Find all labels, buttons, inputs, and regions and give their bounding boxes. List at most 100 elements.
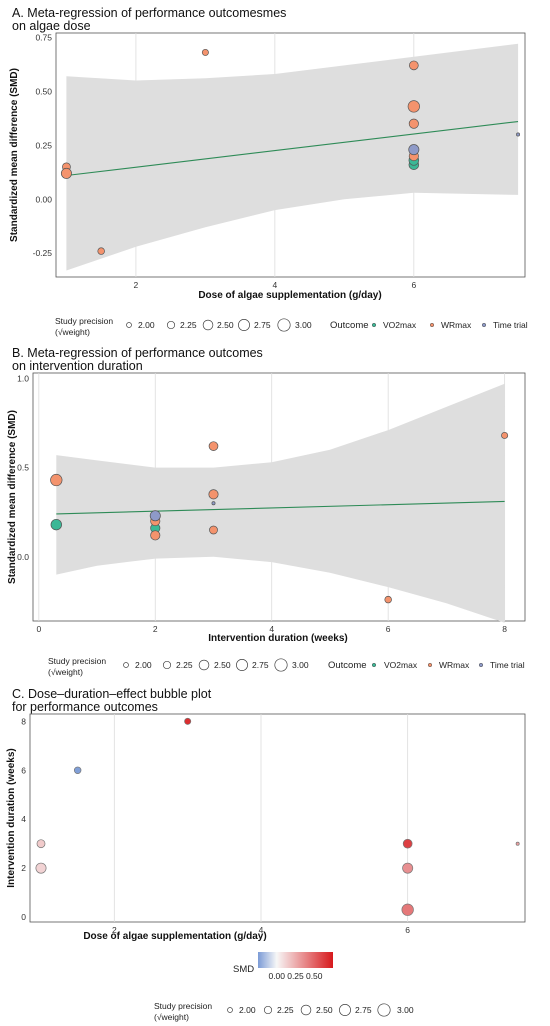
panel-a-regression-line — [66, 120, 519, 177]
point-wrmax — [60, 167, 72, 179]
bubble-point — [401, 903, 414, 916]
panel-c-x-label: Dose of algae supplementation (g/day) — [83, 931, 266, 942]
panel-c-legend-precision-subtitle: (√weight) — [154, 1012, 189, 1022]
legend-size-swatch — [300, 1004, 312, 1016]
legend-size-label: 2.75 — [355, 1005, 372, 1015]
legend-size-label: 2.25 — [277, 1005, 294, 1015]
point-time-trial — [408, 144, 420, 156]
panel-b-x-label: Intervention duration (weeks) — [208, 633, 347, 644]
y-tick-label: 0.75 — [35, 32, 52, 42]
colorbar-tick-label: 0.25 — [287, 971, 304, 981]
panel-b-x-ticks: 0 2 4 6 8 — [36, 624, 507, 634]
bubble-point — [35, 862, 47, 874]
panel-a-subtitle: on algae dose — [12, 19, 91, 33]
panel-a-points — [60, 48, 521, 255]
panel-b-confidence-band — [56, 383, 505, 623]
point-wrmax — [208, 441, 219, 451]
panel-c-subtitle: for performance outcomes — [12, 700, 158, 714]
legend-size-label: 2.00 — [135, 660, 152, 670]
panel-a-legend: Study precision (√weight) 2.00 2.25 2.50… — [55, 316, 528, 337]
legend-outcome-swatch — [429, 322, 435, 328]
point-wrmax — [208, 489, 219, 500]
point-wrmax — [409, 60, 419, 71]
point-wrmax — [97, 247, 105, 255]
legend-size-label: 3.00 — [397, 1005, 414, 1015]
legend-size-label: 2.25 — [180, 320, 197, 330]
bubble-point — [73, 766, 82, 774]
x-tick-label: 6 — [411, 280, 416, 290]
legend-size-label: 2.00 — [239, 1005, 256, 1015]
panel-a-x-label: Dose of algae supplementation (g/day) — [198, 290, 381, 301]
legend-size-label: 2.00 — [138, 320, 155, 330]
x-tick-label: 6 — [405, 925, 410, 935]
legend-size-swatch — [202, 319, 214, 331]
smd-colorbar-title: SMD — [233, 964, 254, 975]
y-tick-label: 0 — [21, 912, 26, 922]
point-wrmax — [384, 595, 392, 604]
bubble-point — [515, 841, 520, 846]
legend-outcome-swatch — [481, 322, 487, 328]
x-tick-label: 4 — [272, 280, 277, 290]
smd-colorbar — [258, 952, 333, 968]
x-tick-label: 8 — [502, 624, 507, 634]
y-tick-label: 4 — [21, 814, 26, 824]
legend-outcome-swatch — [371, 322, 377, 328]
confidence-band — [66, 43, 519, 271]
legend-size-swatch — [339, 1004, 351, 1016]
point-wrmax — [201, 48, 209, 56]
legend-size-label: 2.50 — [316, 1005, 333, 1015]
legend-outcome-label: WRmax — [439, 660, 470, 670]
y-tick-label: 0.0 — [17, 552, 29, 562]
panel-b-y-ticks: 0.0 0.5 1.0 — [17, 373, 29, 561]
legend-outcome-swatch — [427, 662, 433, 668]
legend-size-label: 3.00 — [295, 320, 312, 330]
panel-b-title: B. Meta-regression of performance outcom… — [12, 346, 263, 360]
legend-size-label: 3.00 — [292, 660, 309, 670]
panel-c-y-ticks: 0 2 4 6 8 — [21, 716, 26, 922]
panel-b-legend: Study precision (√weight) 2.00 2.25 2.50… — [48, 656, 525, 677]
panel-b-legend-precision-title: Study precision — [48, 656, 106, 666]
x-tick-label: 0 — [36, 624, 41, 634]
legend-outcome-label: VO2max — [384, 660, 418, 670]
colorbar-tick-label: 0.00 — [268, 971, 285, 981]
point-vo2max — [50, 518, 62, 531]
regression-line — [56, 500, 505, 515]
x-tick-label: 2 — [112, 925, 117, 935]
point-time-trial — [149, 510, 161, 522]
panel-a-legend-precision-title: Study precision — [55, 316, 113, 326]
point-time-trial — [211, 501, 216, 506]
legend-outcome-label: Time trial — [490, 660, 525, 670]
panel-b-regression-line — [56, 500, 505, 515]
y-tick-label: 0.00 — [35, 194, 52, 204]
confidence-band — [56, 383, 505, 623]
legend-size-swatch — [238, 319, 250, 331]
bubble-point — [402, 862, 414, 874]
legend-size-swatch — [123, 662, 129, 668]
point-wrmax — [50, 473, 63, 487]
panel-c-title: C. Dose–duration–effect bubble plot — [12, 687, 212, 701]
panel-b-subtitle: on intervention duration — [12, 359, 143, 373]
smd-colorbar-legend: SMD 0.00 0.25 0.50 — [233, 952, 333, 981]
y-tick-label: 2 — [21, 863, 26, 873]
x-tick-label: 4 — [269, 624, 274, 634]
panel-b-legend-precision-subtitle: (√weight) — [48, 667, 83, 677]
legend-size-swatch — [274, 658, 288, 672]
panel-a-confidence-band — [66, 43, 519, 271]
panel-c-plot-area — [29, 713, 526, 923]
x-tick-label: 2 — [134, 280, 139, 290]
panel-a-y-ticks: -0.25 0.00 0.25 0.50 0.75 — [33, 32, 53, 258]
legend-outcome-label: Time trial — [493, 320, 528, 330]
point-wrmax — [408, 118, 419, 129]
smd-colorbar-ticks: 0.00 0.25 0.50 — [268, 971, 322, 981]
regression-line — [66, 120, 519, 177]
legend-size-swatch — [126, 322, 132, 328]
legend-outcome-label: VO2max — [383, 320, 417, 330]
legend-size-swatch — [236, 659, 248, 671]
point-wrmax — [150, 530, 161, 541]
panel-b-y-label: Standardized mean difference (SMD) — [7, 410, 18, 584]
panel-c-legend-precision-title: Study precision — [154, 1001, 212, 1011]
legend-size-label: 2.75 — [252, 660, 269, 670]
point-time-trial — [516, 132, 521, 137]
x-tick-label: 4 — [259, 925, 264, 935]
legend-size-label: 2.25 — [176, 660, 193, 670]
